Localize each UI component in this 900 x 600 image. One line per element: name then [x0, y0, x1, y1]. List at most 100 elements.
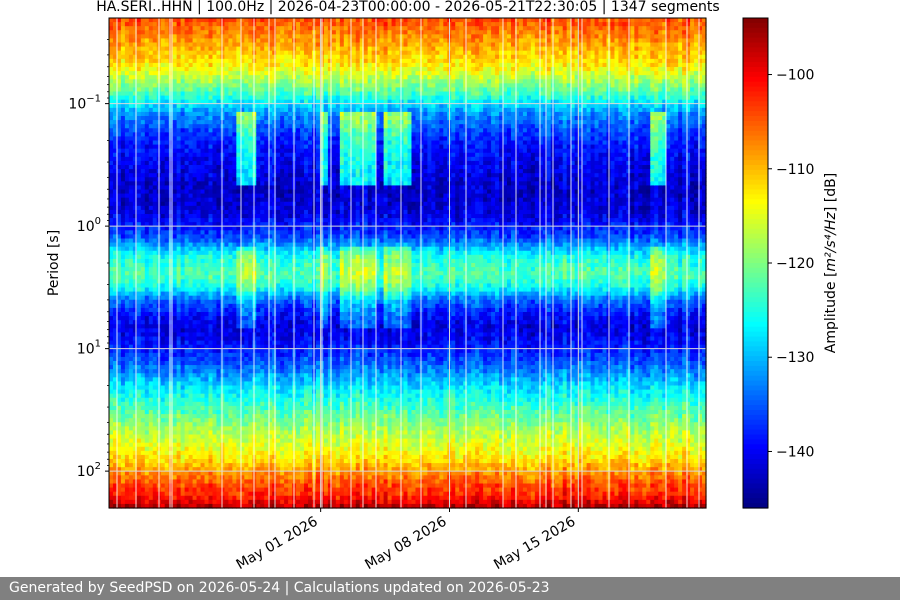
- heatmap-cell: [116, 263, 122, 268]
- heatmap-cell: [268, 156, 273, 162]
- heatmap-cell: [120, 401, 126, 407]
- heatmap-cell: [232, 401, 237, 407]
- heatmap-cell: [260, 369, 265, 374]
- heatmap-cell: [244, 87, 249, 93]
- heatmap-cell: [144, 442, 150, 448]
- heatmap-cell: [260, 414, 265, 419]
- heatmap-cell: [188, 99, 194, 105]
- heatmap-cell: [240, 124, 245, 129]
- heatmap-cell: [208, 271, 214, 276]
- heatmap-cell: [200, 107, 206, 113]
- heatmap-cell: [180, 214, 186, 219]
- heatmap-cell: [268, 291, 273, 297]
- heatmap-cell: [208, 430, 214, 436]
- heatmap-cell: [228, 377, 233, 383]
- heatmap-cell: [188, 397, 194, 403]
- spectrogram-heatmap: [109, 18, 707, 509]
- heatmap-cell: [268, 467, 273, 472]
- heatmap-cell: [244, 430, 249, 436]
- heatmap-cell: [200, 422, 206, 427]
- heatmap-cell: [116, 214, 122, 219]
- heatmap-cell: [212, 471, 218, 476]
- heatmap-cell: [168, 79, 174, 84]
- heatmap-cell: [128, 201, 134, 207]
- heatmap-cell: [160, 328, 166, 334]
- heatmap-cell: [272, 128, 277, 133]
- heatmap-cell: [140, 487, 146, 493]
- heatmap-cell: [180, 299, 186, 305]
- heatmap-cell: [200, 463, 206, 468]
- heatmap-cell: [116, 267, 122, 272]
- heatmap-cell: [132, 156, 138, 162]
- heatmap-cell: [112, 373, 118, 378]
- heatmap-cell: [224, 111, 229, 117]
- heatmap-cell: [164, 291, 170, 297]
- heatmap-cell: [120, 344, 126, 350]
- heatmap-cell: [140, 475, 146, 481]
- heatmap-cell: [168, 156, 174, 162]
- heatmap-cell: [192, 242, 198, 248]
- heatmap-cell: [168, 373, 174, 378]
- heatmap-cell: [248, 267, 253, 272]
- heatmap-cell: [124, 312, 130, 317]
- heatmap-cell: [184, 381, 190, 387]
- heatmap-cell: [132, 356, 138, 362]
- heatmap-cell: [200, 263, 206, 268]
- heatmap-cell: [228, 295, 233, 301]
- heatmap-cell: [176, 438, 182, 444]
- heatmap-cell: [132, 30, 138, 35]
- heatmap-cell: [252, 312, 257, 317]
- heatmap-cell: [264, 373, 269, 378]
- heatmap-cell: [184, 214, 190, 219]
- heatmap-cell: [256, 405, 261, 411]
- heatmap-cell: [128, 218, 134, 223]
- heatmap-cell: [228, 160, 233, 166]
- heatmap-cell: [192, 434, 198, 440]
- heatmap-cell: [176, 491, 182, 497]
- heatmap-cell: [112, 226, 118, 231]
- heatmap-cell: [248, 287, 253, 293]
- heatmap-cell: [124, 218, 130, 223]
- heatmap-cell: [116, 307, 122, 313]
- heatmap-cell: [132, 238, 138, 244]
- heatmap-cell: [236, 34, 241, 40]
- heatmap-cell: [204, 320, 210, 325]
- heatmap-cell: [112, 140, 118, 146]
- heatmap-cell: [248, 312, 253, 317]
- heatmap-cell: [160, 283, 166, 289]
- heatmap-cell: [152, 328, 158, 334]
- heatmap-cell: [244, 160, 249, 166]
- heatmap-cell: [112, 446, 118, 452]
- heatmap-cell: [172, 144, 178, 150]
- heatmap-cell: [208, 401, 214, 407]
- heatmap-cell: [120, 30, 126, 35]
- heatmap-cell: [116, 193, 122, 199]
- heatmap-cell: [240, 356, 245, 362]
- heatmap-cell: [124, 83, 130, 89]
- heatmap-cell: [164, 369, 170, 374]
- heatmap-cell: [244, 373, 249, 378]
- heatmap-cell: [128, 91, 134, 97]
- heatmap-cell: [148, 332, 154, 338]
- heatmap-cell: [240, 99, 245, 105]
- heatmap-cell: [252, 120, 257, 125]
- heatmap-cell: [272, 165, 277, 170]
- heatmap-cell: [148, 116, 154, 121]
- heatmap-cell: [120, 234, 126, 240]
- heatmap-cell: [228, 410, 233, 415]
- heatmap-cell: [180, 332, 186, 338]
- heatmap-cell: [148, 348, 154, 354]
- heatmap-cell: [144, 201, 150, 207]
- heatmap-cell: [220, 26, 226, 31]
- heatmap-cell: [228, 320, 233, 325]
- heatmap-cell: [240, 450, 245, 456]
- heatmap-cell: [116, 116, 122, 121]
- heatmap-cell: [172, 54, 178, 60]
- heatmap-cell: [236, 263, 241, 268]
- heatmap-cell: [120, 377, 126, 383]
- heatmap-cell: [176, 75, 182, 80]
- heatmap-cell: [244, 185, 249, 191]
- heatmap-cell: [112, 30, 118, 35]
- heatmap-cell: [236, 414, 241, 419]
- heatmap-cell: [144, 393, 150, 399]
